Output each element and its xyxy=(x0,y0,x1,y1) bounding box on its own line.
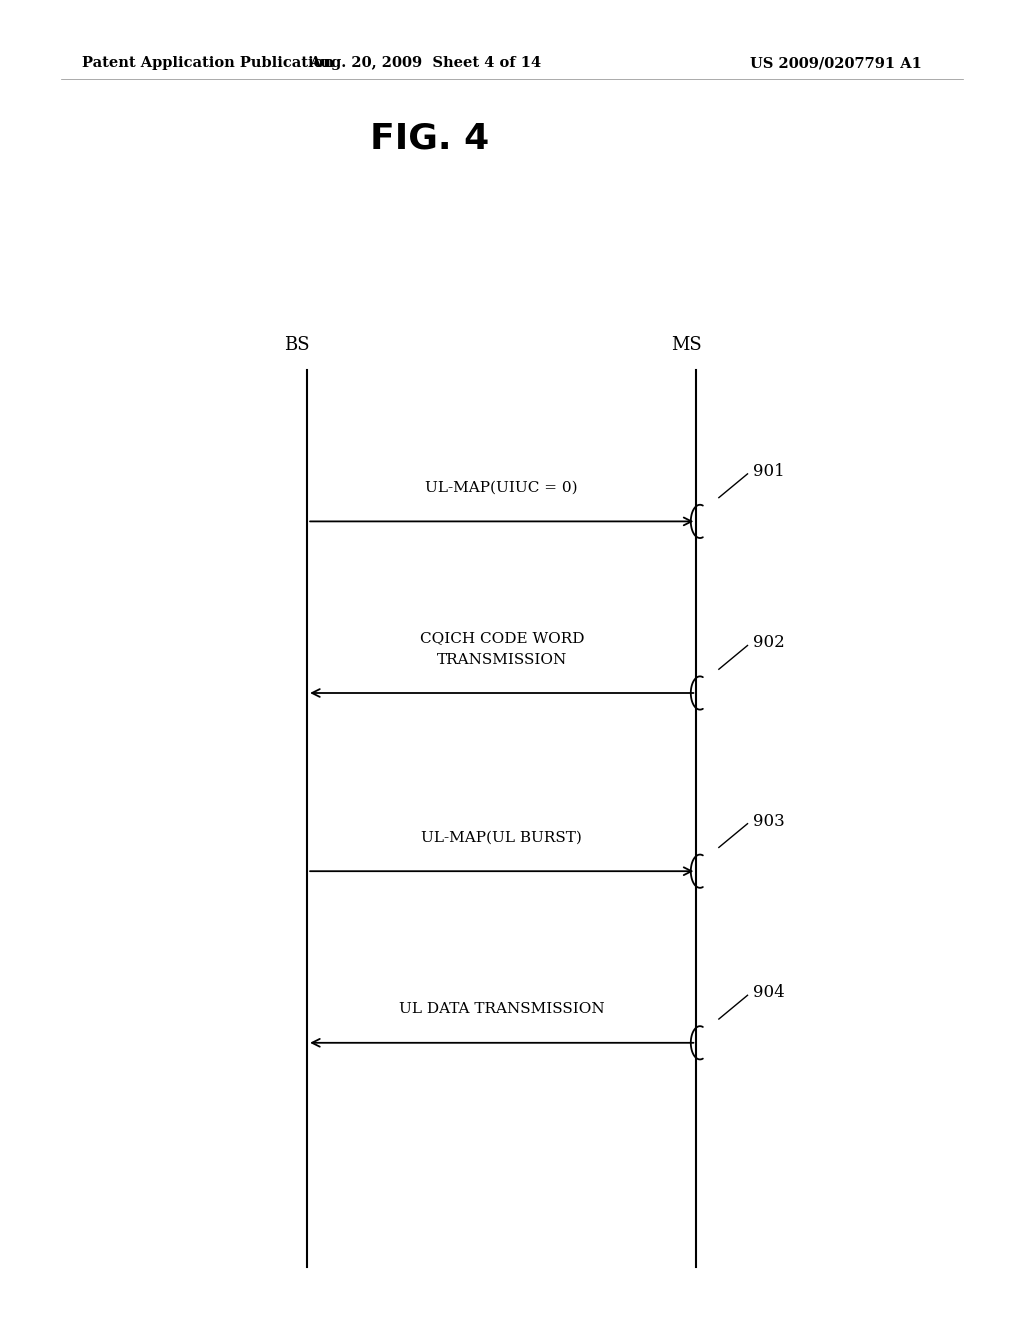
Text: 903: 903 xyxy=(753,813,784,829)
Text: BS: BS xyxy=(284,335,310,354)
Text: FIG. 4: FIG. 4 xyxy=(371,121,489,156)
Text: CQICH CODE WORD: CQICH CODE WORD xyxy=(420,631,584,645)
Text: MS: MS xyxy=(671,335,701,354)
Text: UL-MAP(UIUC = 0): UL-MAP(UIUC = 0) xyxy=(425,480,579,495)
Text: UL DATA TRANSMISSION: UL DATA TRANSMISSION xyxy=(399,1002,604,1016)
Text: US 2009/0207791 A1: US 2009/0207791 A1 xyxy=(750,57,922,70)
Text: 902: 902 xyxy=(753,635,784,651)
Text: 904: 904 xyxy=(753,985,784,1001)
Text: UL-MAP(UL BURST): UL-MAP(UL BURST) xyxy=(421,830,583,845)
Text: TRANSMISSION: TRANSMISSION xyxy=(436,652,567,667)
Text: 901: 901 xyxy=(753,463,784,479)
Text: Aug. 20, 2009  Sheet 4 of 14: Aug. 20, 2009 Sheet 4 of 14 xyxy=(309,57,541,70)
Text: Patent Application Publication: Patent Application Publication xyxy=(82,57,334,70)
